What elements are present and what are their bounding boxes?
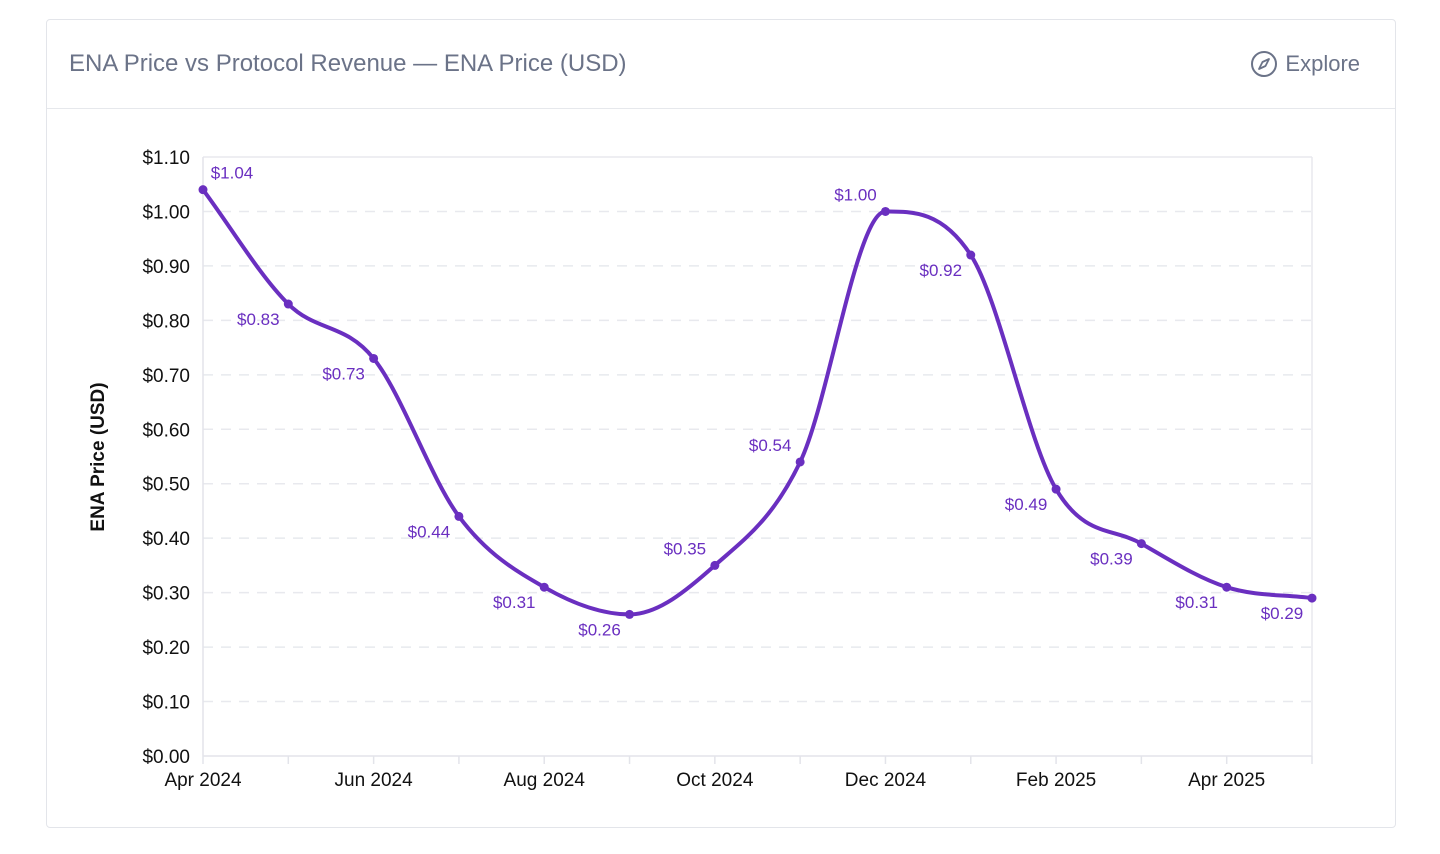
x-tick-label: Jun 2024	[335, 770, 414, 791]
data-point	[710, 560, 720, 570]
data-label: $0.54	[749, 436, 792, 455]
price-line	[201, 187, 1314, 617]
compass-icon	[1251, 51, 1278, 77]
data-point	[539, 582, 549, 592]
data-label: $0.35	[664, 539, 707, 558]
x-tick-label: Aug 2024	[504, 770, 586, 791]
data-point	[625, 609, 635, 619]
y-tick-label: $0.50	[142, 475, 190, 496]
data-point	[966, 250, 976, 260]
explore-button[interactable]: Explore	[1250, 50, 1360, 78]
x-tick-label: Oct 2024	[676, 770, 754, 791]
y-axis-label: ENA Price (USD)	[88, 382, 109, 531]
y-tick-label: $0.10	[142, 693, 190, 714]
data-label: $0.92	[919, 261, 962, 280]
y-tick-label: $0.40	[142, 529, 190, 550]
data-point	[1307, 593, 1317, 603]
y-tick-label: $1.10	[142, 148, 190, 169]
data-label: $0.31	[493, 593, 536, 612]
data-point	[795, 457, 805, 467]
y-tick-label: $0.70	[142, 366, 190, 387]
data-label: $0.31	[1175, 593, 1218, 612]
chart-card: ENA Price vs Protocol Revenue — ENA Pric…	[46, 19, 1396, 828]
data-label: $0.83	[237, 310, 280, 329]
data-point	[283, 299, 293, 309]
data-label: $0.29	[1261, 604, 1304, 623]
y-tick-label: $0.80	[142, 311, 190, 332]
x-tick-label: Feb 2025	[1016, 770, 1096, 791]
data-label: $0.26	[578, 620, 621, 639]
y-tick-label: $1.00	[142, 202, 190, 223]
data-label: $0.44	[408, 522, 451, 541]
data-label: $1.00	[834, 185, 877, 204]
data-label: $0.49	[1005, 495, 1048, 514]
x-tick-label: Dec 2024	[845, 770, 927, 791]
y-tick-label: $0.90	[142, 257, 190, 278]
explore-label: Explore	[1285, 51, 1360, 76]
card-header: ENA Price vs Protocol Revenue — ENA Pric…	[47, 20, 1395, 109]
data-point	[198, 185, 208, 195]
data-point	[369, 353, 379, 363]
x-tick-label: Apr 2024	[164, 770, 242, 791]
data-point	[880, 206, 890, 216]
data-label: $0.39	[1090, 550, 1133, 569]
data-point	[454, 511, 464, 521]
x-tick-label: Apr 2025	[1188, 770, 1265, 791]
data-label: $0.73	[322, 364, 365, 383]
data-point	[1051, 484, 1061, 494]
y-tick-label: $0.00	[142, 747, 190, 768]
data-label: $1.04	[211, 164, 254, 183]
chart-title: ENA Price vs Protocol Revenue — ENA Pric…	[69, 50, 627, 77]
y-tick-label: $0.30	[142, 584, 190, 605]
data-point	[1136, 539, 1146, 549]
y-tick-label: $0.60	[142, 420, 190, 441]
data-point	[1222, 582, 1232, 592]
y-tick-label: $0.20	[142, 638, 190, 659]
